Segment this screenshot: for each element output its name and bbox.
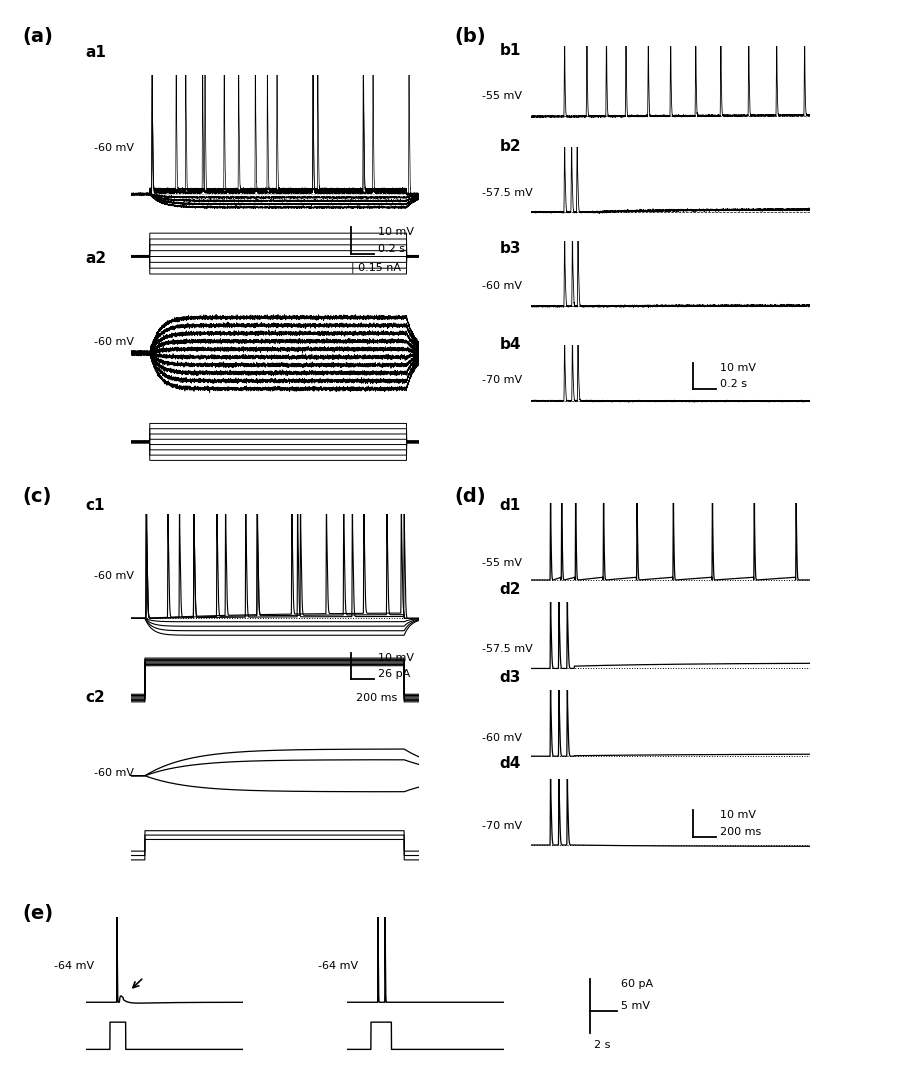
- Text: b3: b3: [500, 241, 521, 256]
- Text: d4: d4: [500, 756, 521, 771]
- Text: 10 mV: 10 mV: [378, 653, 414, 662]
- Text: a1: a1: [86, 45, 106, 60]
- Text: 60 pA: 60 pA: [621, 979, 653, 989]
- Text: (b): (b): [454, 27, 486, 46]
- Text: d2: d2: [500, 582, 521, 597]
- Text: | 0.15 nA: | 0.15 nA: [351, 262, 401, 273]
- Text: -60 mV: -60 mV: [482, 280, 521, 291]
- Text: 5 mV: 5 mV: [621, 1000, 650, 1011]
- Text: 2 s: 2 s: [594, 1040, 610, 1050]
- Text: 0.2 s: 0.2 s: [378, 244, 405, 254]
- Text: -60 mV: -60 mV: [94, 142, 134, 153]
- Text: 10 mV: 10 mV: [720, 363, 756, 372]
- Text: d1: d1: [500, 498, 521, 513]
- Text: -57.5 mV: -57.5 mV: [482, 644, 532, 655]
- Text: -55 mV: -55 mV: [482, 91, 521, 102]
- Text: d3: d3: [500, 670, 521, 685]
- Text: a2: a2: [86, 251, 106, 266]
- Text: (a): (a): [22, 27, 53, 46]
- Text: 10 mV: 10 mV: [378, 227, 414, 236]
- Text: 0.2 s: 0.2 s: [720, 380, 747, 389]
- Text: -60 mV: -60 mV: [94, 570, 134, 581]
- Text: -64 mV: -64 mV: [318, 961, 358, 972]
- Text: -70 mV: -70 mV: [482, 821, 522, 831]
- Text: -60 mV: -60 mV: [482, 733, 521, 744]
- Text: 200 ms: 200 ms: [356, 693, 397, 703]
- Text: (c): (c): [22, 487, 52, 506]
- Text: c2: c2: [86, 690, 105, 705]
- Text: 10 mV: 10 mV: [720, 810, 756, 820]
- Text: c1: c1: [86, 498, 105, 513]
- Text: -64 mV: -64 mV: [54, 961, 94, 972]
- Text: -60 mV: -60 mV: [94, 337, 134, 348]
- Text: (d): (d): [454, 487, 486, 506]
- Text: 26 pA: 26 pA: [378, 670, 410, 679]
- Text: b1: b1: [500, 43, 521, 58]
- Text: b4: b4: [500, 337, 521, 352]
- Text: -70 mV: -70 mV: [482, 374, 522, 385]
- Text: -57.5 mV: -57.5 mV: [482, 187, 532, 198]
- Text: b2: b2: [500, 139, 521, 154]
- Text: (e): (e): [22, 904, 54, 923]
- Text: -60 mV: -60 mV: [94, 767, 134, 778]
- Text: -55 mV: -55 mV: [482, 557, 521, 568]
- Text: 200 ms: 200 ms: [720, 827, 761, 837]
